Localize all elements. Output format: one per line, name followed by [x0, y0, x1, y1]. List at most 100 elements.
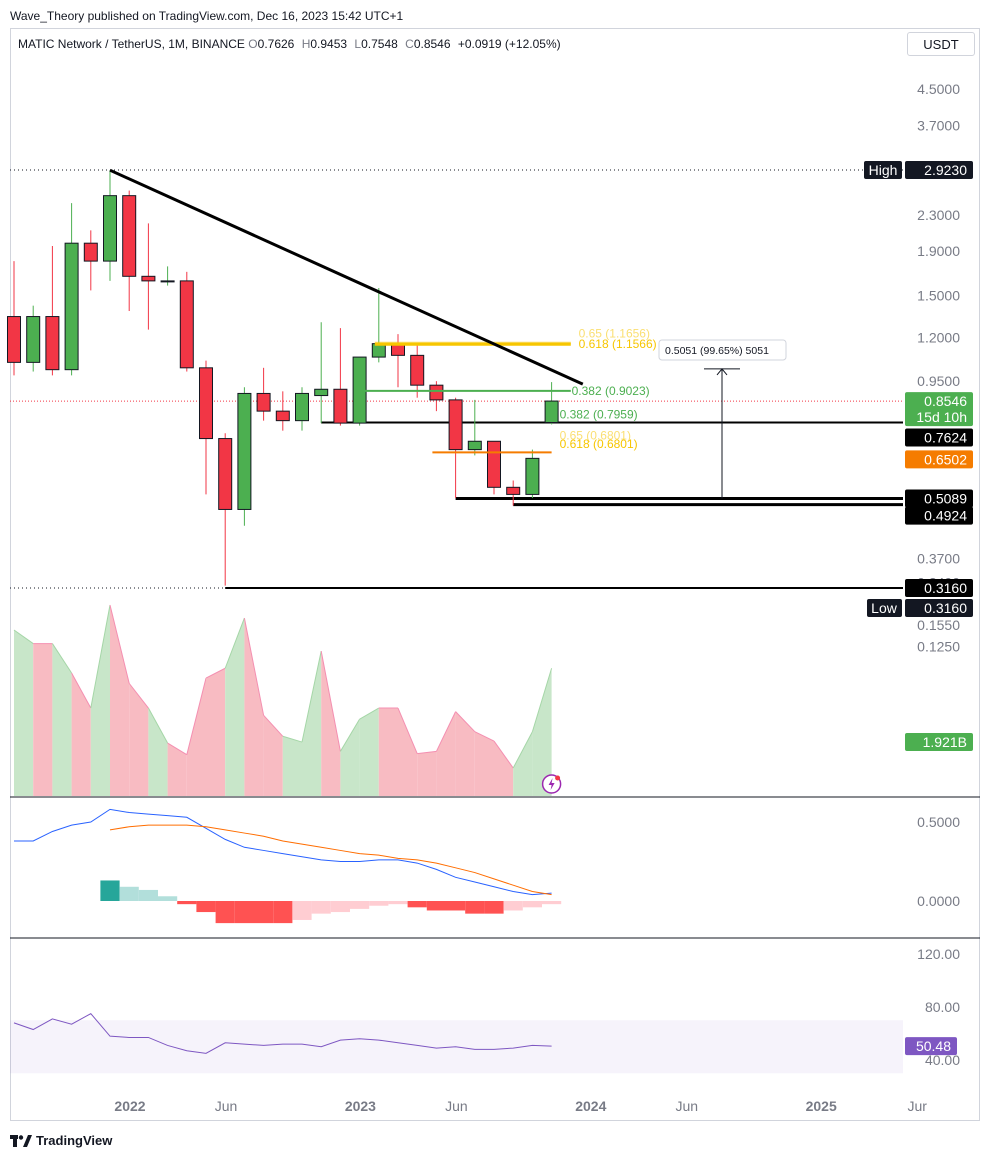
candle-countdown: 15d 10h [916, 409, 967, 425]
candle [275, 391, 290, 431]
price-axis-label: 1.5000 [917, 287, 960, 303]
candle-body [429, 384, 444, 401]
price-range-measure: 0.5051 (99.65%) 5051 [658, 339, 787, 499]
candles [7, 170, 559, 586]
volume-segment [71, 673, 91, 796]
candle-body [103, 195, 117, 262]
volume-segment [302, 651, 322, 796]
candle-body [83, 242, 98, 262]
candle [544, 382, 559, 425]
volume-outline [531, 668, 553, 732]
candle [64, 203, 79, 376]
high-badge-bg [905, 161, 973, 179]
volume-segment [33, 643, 53, 796]
volume-outline [109, 604, 130, 684]
support-2-badge-bg [905, 489, 973, 508]
time-axis-label: Jur [907, 1098, 927, 1114]
time-axis-label: 2025 [806, 1098, 837, 1114]
volume-segment [436, 711, 456, 796]
measure-arrow [716, 368, 728, 376]
candle [410, 343, 425, 398]
candle [218, 433, 233, 586]
open-value: 0.7626 [257, 37, 295, 51]
currency-button[interactable]: USDT [907, 32, 975, 56]
volume-outline [301, 651, 322, 743]
macd-axis-label: 0.0000 [917, 893, 960, 909]
candle [487, 440, 501, 495]
volume-outline [417, 750, 437, 755]
volume-outline [90, 604, 111, 709]
candle-body [333, 388, 348, 424]
candle-body [295, 392, 309, 422]
candle [179, 271, 194, 372]
symbol-name: MATIC Network / TetherUS, 1M, BINANCE [18, 37, 245, 51]
candle-body [199, 367, 213, 440]
low-badge: 0.3160 [924, 600, 967, 616]
change-value: +0.0919 (+12.05%) [457, 37, 561, 51]
candle [199, 360, 213, 495]
macd-histogram-bar [484, 901, 504, 914]
tradingview-footer[interactable]: TradingView [10, 1133, 112, 1148]
price-axis-label: 0.1550 [917, 617, 960, 633]
fib-label-1: 0.65 (1.1656) [579, 327, 650, 341]
time-axis-label: 2023 [345, 1098, 376, 1114]
volume-area [13, 604, 562, 796]
volume-segment [494, 741, 514, 796]
open-label: O [248, 37, 258, 51]
price-axis-label: 1.2000 [917, 329, 960, 345]
volume-outline [359, 707, 380, 720]
downtrend-line [109, 168, 584, 386]
volume-segment [90, 605, 110, 796]
time-axis-label: Jun [215, 1098, 238, 1114]
high-label: H [301, 37, 311, 51]
candle-body [218, 438, 233, 510]
volume-outline [205, 667, 226, 679]
macd-histogram-bar [158, 896, 178, 901]
macd-histogram-bar [215, 901, 235, 924]
candle [333, 328, 348, 426]
macd-histogram-bar [254, 901, 274, 924]
volume-segment [513, 731, 533, 796]
volume-outline [147, 707, 169, 744]
macd-histogram-bar [388, 901, 408, 905]
low-badge-bg [905, 599, 973, 617]
current-price-badge-bg [905, 392, 973, 427]
volume-segment [186, 678, 206, 796]
volume-outline [455, 711, 476, 733]
low-label: L [354, 37, 362, 51]
fib-levels: 0.618 (1.1566)0.65 (1.1656) 0.382 (0.9023… [355, 327, 657, 454]
low-tag: Low [871, 600, 898, 616]
high-badge: 2.9230 [924, 162, 967, 178]
volume-badge: 1.921B [923, 734, 967, 750]
candle [256, 367, 271, 421]
pane-separators [10, 796, 980, 939]
macd-histogram-bar [100, 880, 120, 901]
measure-box [658, 339, 787, 361]
candle [371, 287, 386, 363]
candle-body [64, 242, 79, 371]
volume-segment [378, 708, 398, 796]
candle [467, 399, 482, 456]
volume-outline [512, 731, 533, 769]
volume-outline [493, 740, 514, 769]
symbol-legend[interactable]: MATIC Network / TetherUS, 1M, BINANCE O0… [18, 37, 561, 51]
candle-body [506, 486, 521, 495]
candle-body [410, 354, 425, 386]
fib-orange-badge: 0.6502 [924, 451, 967, 467]
candle-body [45, 316, 60, 371]
rsi-axis-label: 80.00 [925, 999, 960, 1015]
candle [314, 322, 329, 424]
candle [525, 449, 540, 499]
volume-segment [532, 668, 552, 796]
high-value: 0.9453 [310, 37, 348, 51]
price-axis-label: 0.3700 [917, 550, 960, 566]
candle-body [179, 280, 194, 369]
trendline [109, 168, 584, 386]
macd-histogram-bar [330, 901, 350, 913]
volume-segment [167, 743, 187, 796]
candle [160, 266, 175, 286]
low-line-badge: 0.3160 [924, 580, 967, 596]
horizontal-levels [10, 169, 903, 589]
volume-segment [398, 708, 418, 796]
